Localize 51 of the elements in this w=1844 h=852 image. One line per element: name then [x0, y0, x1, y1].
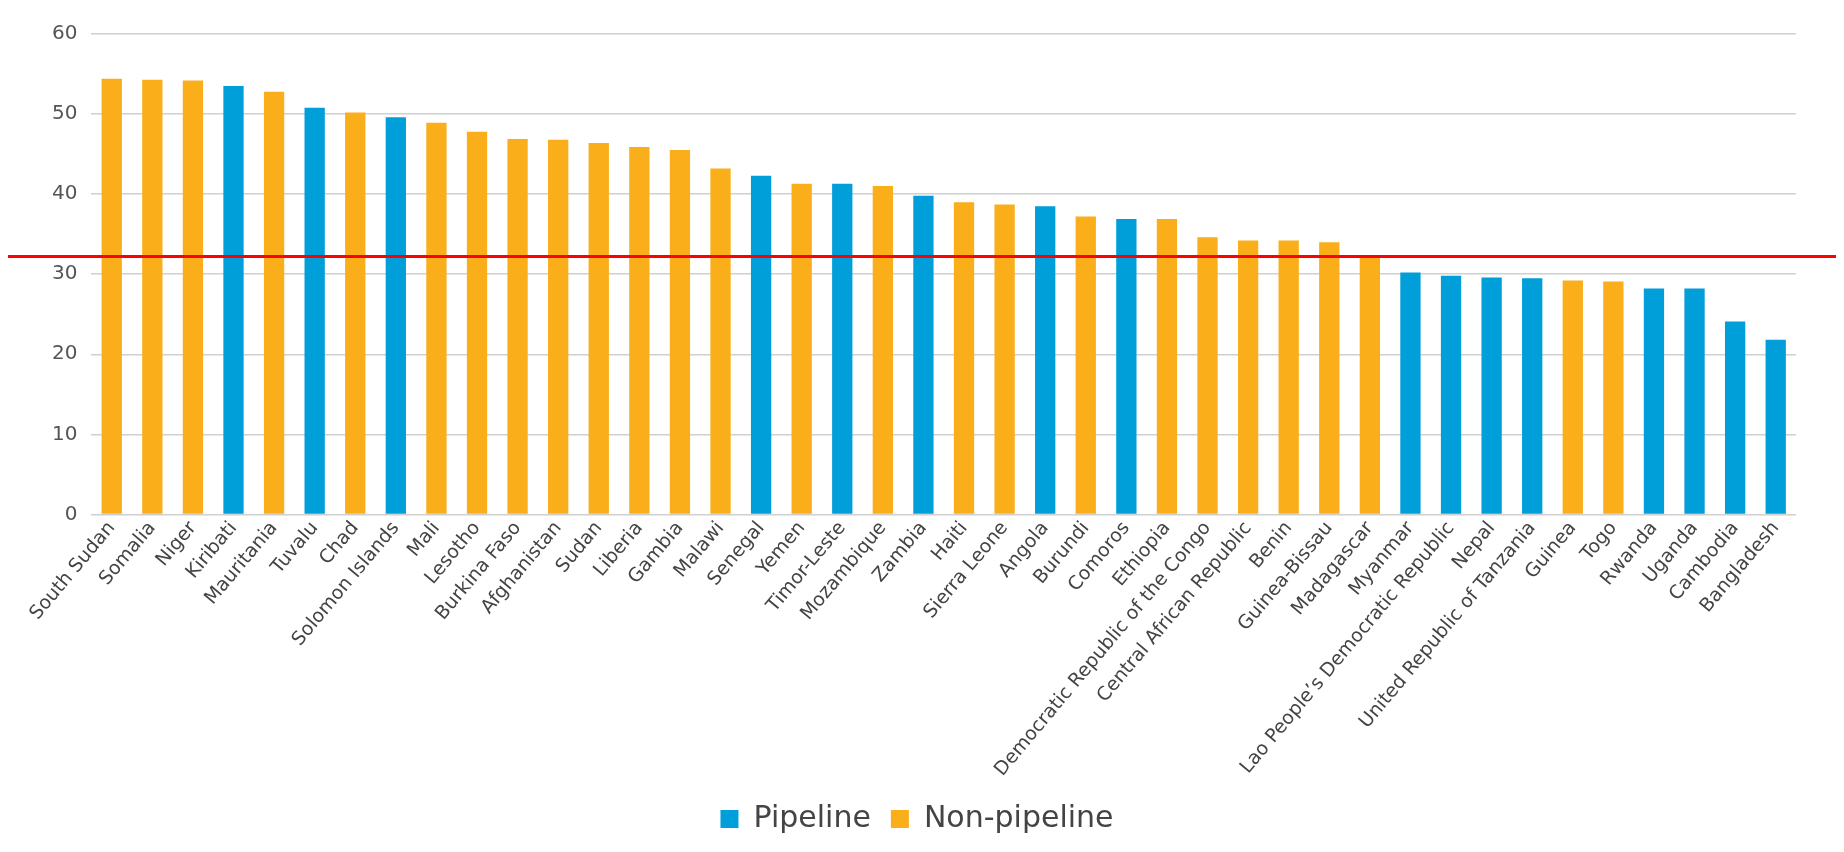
y-tick-label: 40	[52, 180, 78, 205]
bar	[1197, 237, 1218, 514]
y-tick-label: 60	[52, 20, 78, 45]
bar	[507, 138, 528, 514]
bar	[953, 202, 975, 514]
y-tick-label: 50	[52, 100, 78, 125]
y-tick-label: 30	[52, 260, 78, 285]
bar	[385, 117, 406, 514]
bar	[1440, 275, 1462, 514]
y-tick-label: 20	[52, 340, 78, 365]
bar	[101, 78, 122, 514]
bar	[1684, 288, 1705, 514]
bar	[1724, 321, 1746, 514]
bar	[1359, 255, 1381, 514]
bar	[1319, 242, 1340, 514]
y-tick-label: 10	[52, 420, 78, 445]
bar	[750, 175, 772, 514]
bar	[223, 86, 244, 514]
bar	[1116, 218, 1137, 514]
bar	[1035, 206, 1056, 514]
bar	[1156, 218, 1178, 514]
legend-label: Non-pipeline	[923, 798, 1114, 834]
bar	[791, 183, 812, 514]
bar	[1643, 288, 1665, 514]
bar	[263, 91, 285, 514]
bar	[872, 186, 893, 514]
bar	[304, 107, 325, 514]
bar	[466, 131, 488, 514]
bar	[426, 122, 447, 514]
bar	[1603, 281, 1624, 514]
bar	[1400, 272, 1421, 514]
bar	[1075, 216, 1096, 514]
y-tick-label: 0	[64, 500, 78, 525]
bar	[994, 204, 1015, 514]
bar	[588, 142, 609, 514]
bar	[832, 183, 853, 514]
bar	[142, 79, 163, 514]
bar	[345, 112, 366, 514]
bar	[1765, 339, 1786, 514]
bar	[548, 139, 569, 514]
bar	[669, 150, 691, 514]
bar	[1237, 240, 1259, 514]
bar	[182, 80, 204, 514]
bar	[710, 168, 731, 514]
legend-label: Pipeline	[753, 798, 871, 834]
bar	[1278, 240, 1299, 514]
bar	[1522, 278, 1543, 514]
bar	[1481, 277, 1502, 514]
bar	[629, 146, 650, 514]
bar	[913, 195, 934, 514]
bar	[1562, 280, 1583, 514]
